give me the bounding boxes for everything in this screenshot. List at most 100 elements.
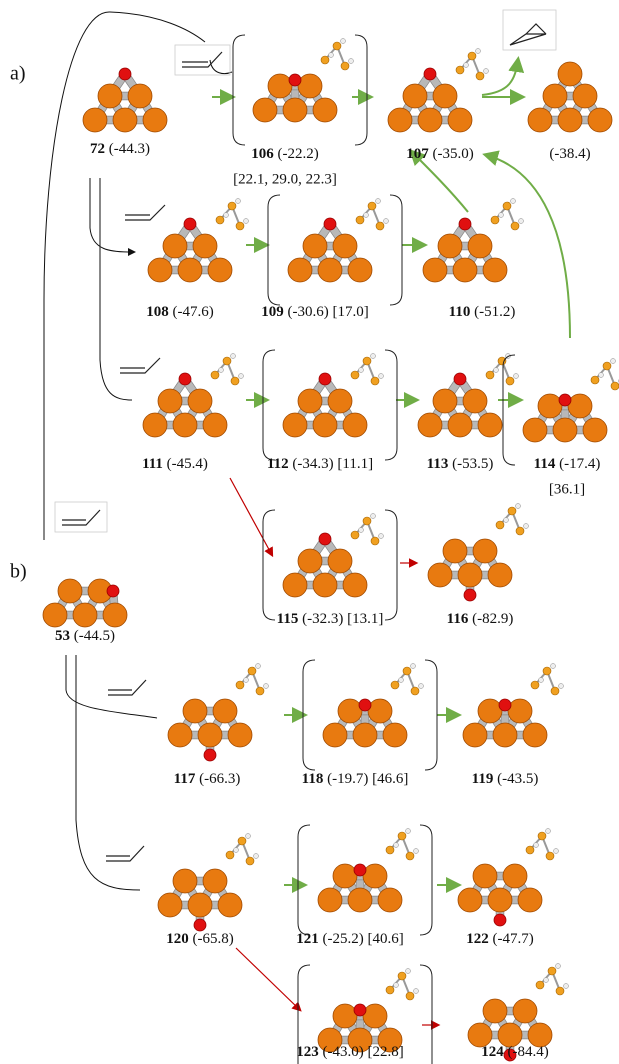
metal-atom	[583, 418, 607, 442]
carbon-atom	[223, 357, 231, 365]
bracket	[420, 825, 432, 935]
hydrogen-atom	[341, 39, 346, 44]
structure	[268, 195, 402, 305]
carbon-atom	[611, 382, 619, 390]
carbon-atom	[491, 216, 499, 224]
metal-atom	[43, 603, 67, 627]
structure	[148, 199, 249, 283]
hydrogen-atom	[359, 368, 364, 373]
structure	[423, 199, 524, 283]
oxygen-atom	[194, 919, 206, 931]
node-label: 113 (-53.5)	[427, 456, 494, 472]
node-label: 109 (-30.6) [17.0]	[261, 304, 369, 320]
node-id: 110	[449, 304, 471, 320]
metal-atom	[313, 413, 337, 437]
metal-atom	[453, 258, 477, 282]
hydrogen-atom	[411, 664, 416, 669]
bracket	[425, 660, 437, 770]
node-label: 120 (-65.8)	[166, 931, 234, 947]
carbon-atom	[556, 987, 564, 995]
hydrogen-atom	[544, 978, 549, 983]
metal-atom	[333, 1004, 357, 1028]
metal-atom	[328, 389, 352, 413]
hydrogen-atom	[414, 989, 419, 994]
metal-atom	[368, 699, 392, 723]
panel-label: a)	[10, 63, 26, 85]
node-energy: (-53.5)	[448, 456, 493, 472]
carbon-atom	[496, 521, 504, 529]
carbon-atom	[591, 376, 599, 384]
carbon-atom	[538, 832, 546, 840]
metal-atom	[418, 413, 442, 437]
metal-atom	[163, 234, 187, 258]
oxygen-atom	[204, 749, 216, 761]
structure	[263, 510, 397, 620]
metal-atom	[523, 723, 547, 747]
carbon-atom	[386, 846, 394, 854]
carbon-atom	[376, 222, 384, 230]
node-extra: [17.0]	[329, 304, 369, 320]
node-energy: (-44.5)	[70, 628, 115, 644]
oxygen-atom	[354, 864, 366, 876]
hydrogen-atom	[551, 664, 556, 669]
metal-atom	[218, 893, 242, 917]
carbon-atom	[333, 42, 341, 50]
hydrogen-atom	[254, 854, 259, 859]
carbon-atom	[536, 981, 544, 989]
hydrogen-atom	[244, 219, 249, 224]
carbon-atom	[341, 62, 349, 70]
metal-atom	[283, 413, 307, 437]
carbon-atom	[508, 507, 516, 515]
metal-atom	[423, 258, 447, 282]
carbon-atom	[548, 967, 556, 975]
metal-atom	[143, 108, 167, 132]
structure	[303, 660, 437, 770]
structure	[503, 355, 619, 465]
hydrogen-atom	[376, 199, 381, 204]
metal-atom	[168, 723, 192, 747]
node-id: 121	[296, 931, 319, 947]
hydrogen-atom	[224, 213, 229, 218]
hydrogen-atom	[371, 514, 376, 519]
hydrogen-atom	[499, 213, 504, 218]
bracket	[385, 350, 397, 460]
bracket	[503, 355, 515, 465]
node-energy: (-19.7)	[323, 771, 368, 787]
metal-atom	[588, 108, 612, 132]
metal-atom	[463, 389, 487, 413]
metal-atom	[318, 258, 342, 282]
carbon-atom	[506, 377, 514, 385]
carbon-atom	[468, 52, 476, 60]
hydrogen-atom	[364, 213, 369, 218]
carbon-atom	[228, 202, 236, 210]
node-energy: (-22.2)	[274, 146, 319, 162]
hydrogen-atom	[484, 69, 489, 74]
carbon-atom	[511, 222, 519, 230]
node-label: 114 (-17.4)	[534, 456, 601, 472]
metal-atom	[188, 893, 212, 917]
metal-atom	[113, 108, 137, 132]
hydrogen-atom	[379, 374, 384, 379]
node-label: 53 (-44.5)	[55, 628, 115, 644]
bracket	[355, 35, 367, 145]
node-id: 119	[472, 771, 494, 787]
node-label: 107 (-35.0)	[406, 146, 474, 162]
structure	[458, 829, 559, 927]
metal-atom	[558, 62, 582, 86]
hydrogen-atom	[546, 829, 551, 834]
metal-atom	[323, 723, 347, 747]
metal-atom	[363, 1004, 387, 1028]
metal-atom	[443, 539, 467, 563]
node-label: (-38.4)	[549, 146, 590, 162]
metal-atom	[333, 234, 357, 258]
metal-atom	[528, 108, 552, 132]
carbon-atom	[236, 681, 244, 689]
node-energy: (-44.3)	[105, 141, 150, 157]
metal-atom	[348, 888, 372, 912]
structure	[263, 350, 397, 460]
metal-atom	[433, 84, 457, 108]
carbon-atom	[371, 537, 379, 545]
hydrogen-atom	[464, 63, 469, 68]
node-label: 119 (-43.5)	[472, 771, 539, 787]
metal-atom	[568, 394, 592, 418]
